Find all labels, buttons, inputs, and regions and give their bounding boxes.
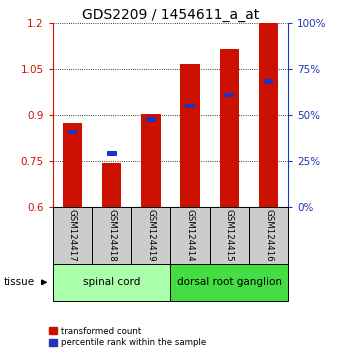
Bar [131, 207, 170, 264]
Text: dorsal root ganglion: dorsal root ganglion [177, 277, 282, 287]
Bar [146, 117, 156, 122]
Bar [220, 49, 239, 207]
Text: GSM124418: GSM124418 [107, 209, 116, 262]
Title: GDS2209 / 1454611_a_at: GDS2209 / 1454611_a_at [82, 8, 259, 22]
Text: GSM124416: GSM124416 [264, 209, 273, 262]
Bar [102, 162, 121, 207]
Bar [92, 207, 131, 264]
Legend: transformed count, percentile rank within the sample: transformed count, percentile rank withi… [49, 326, 207, 348]
Bar [249, 207, 288, 264]
Bar [141, 114, 161, 207]
Text: GSM124415: GSM124415 [225, 209, 234, 262]
Bar [170, 207, 210, 264]
Bar [259, 23, 278, 207]
Text: GSM124419: GSM124419 [146, 209, 155, 262]
Text: GSM124417: GSM124417 [68, 209, 77, 262]
Text: spinal cord: spinal cord [83, 277, 140, 287]
Text: tissue: tissue [3, 277, 34, 287]
Bar [210, 207, 249, 264]
Text: GSM124414: GSM124414 [186, 209, 195, 262]
Bar [224, 93, 234, 97]
Bar [185, 103, 195, 108]
Bar [53, 207, 92, 264]
Bar [63, 123, 82, 207]
Bar [180, 64, 200, 207]
Bar [170, 264, 288, 301]
Bar [264, 79, 273, 84]
Bar [107, 151, 117, 156]
Bar [68, 130, 77, 134]
Bar [53, 264, 170, 301]
